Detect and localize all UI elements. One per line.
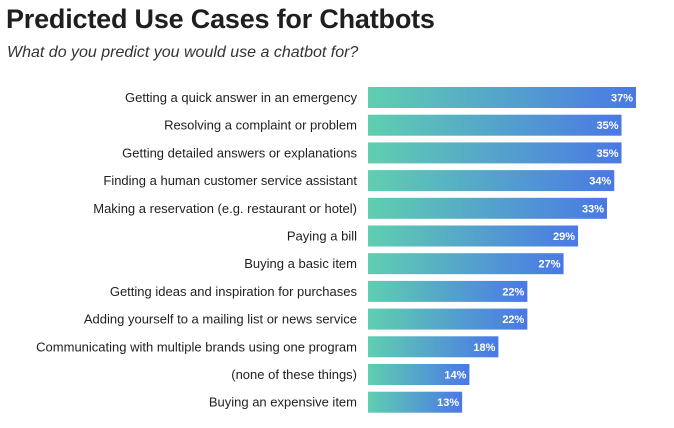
bar xyxy=(368,364,470,385)
category-label: Communicating with multiple brands using… xyxy=(36,339,357,354)
value-label: 18% xyxy=(473,342,495,354)
value-label: 27% xyxy=(539,259,561,271)
bar xyxy=(368,142,622,164)
value-label: 13% xyxy=(437,397,459,409)
value-label: 29% xyxy=(553,231,575,243)
category-label: Getting detailed answers or explanations xyxy=(122,145,357,160)
value-label: 37% xyxy=(611,93,633,105)
category-label: Buying an expensive item xyxy=(209,395,357,410)
bar xyxy=(368,280,528,302)
bar xyxy=(368,253,564,275)
value-label: 22% xyxy=(502,314,524,326)
chart-title: Predicted Use Cases for Chatbots xyxy=(6,4,435,34)
category-label: Finding a human customer service assista… xyxy=(103,173,357,188)
bar xyxy=(368,391,463,413)
value-label: 35% xyxy=(596,148,618,160)
bar xyxy=(368,197,608,219)
chart-subtitle: What do you predict you would use a chat… xyxy=(7,44,359,61)
value-label: 22% xyxy=(502,286,524,298)
category-label: (none of these things) xyxy=(231,367,357,382)
bar xyxy=(368,308,528,330)
value-label: 34% xyxy=(589,176,611,188)
bar xyxy=(368,114,622,136)
category-label: Paying a bill xyxy=(287,229,357,244)
value-label: 35% xyxy=(596,120,618,132)
category-label: Adding yourself to a mailing list or new… xyxy=(84,312,357,327)
category-label: Getting ideas and inspiration for purcha… xyxy=(110,284,358,299)
bar xyxy=(368,170,615,192)
bars-group: Getting a quick answer in an emergency 37… xyxy=(36,87,636,413)
category-label: Making a reservation (e.g. restaurant or… xyxy=(93,201,357,216)
bar xyxy=(368,87,636,108)
bar xyxy=(368,225,579,247)
category-label: Buying a basic item xyxy=(244,256,357,271)
value-label: 33% xyxy=(582,203,604,215)
category-label: Resolving a complaint or problem xyxy=(164,118,357,133)
category-label: Getting a quick answer in an emergency xyxy=(125,90,357,105)
bar xyxy=(368,336,499,358)
value-label: 14% xyxy=(444,370,466,382)
